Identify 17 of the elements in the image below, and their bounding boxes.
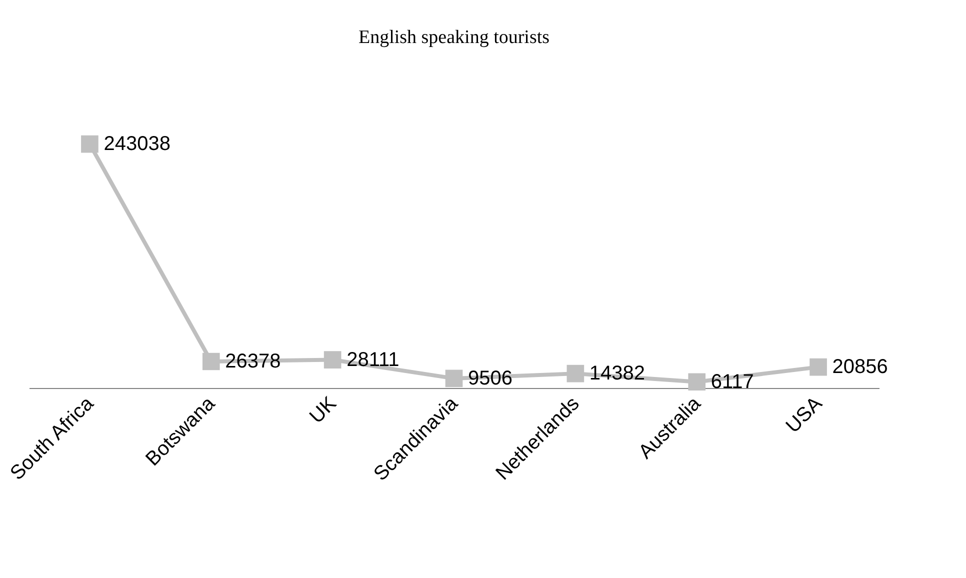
data-label: 28111 <box>346 348 400 371</box>
point <box>810 358 827 376</box>
x-tick-label: UK <box>306 392 342 428</box>
data-label: 6117 <box>710 370 754 393</box>
point <box>445 370 463 388</box>
point <box>81 135 98 153</box>
data-label: 9506 <box>468 367 512 390</box>
x-tick-label: USA <box>782 392 828 438</box>
data-label: 14382 <box>589 362 646 385</box>
chart-title: English speaking tourists <box>358 27 550 48</box>
data-label: 26378 <box>225 350 281 373</box>
point <box>688 373 706 391</box>
data-label: 243038 <box>104 133 170 156</box>
point <box>324 351 342 368</box>
point <box>566 364 584 382</box>
data-label: 20856 <box>832 356 888 378</box>
point <box>202 352 220 370</box>
